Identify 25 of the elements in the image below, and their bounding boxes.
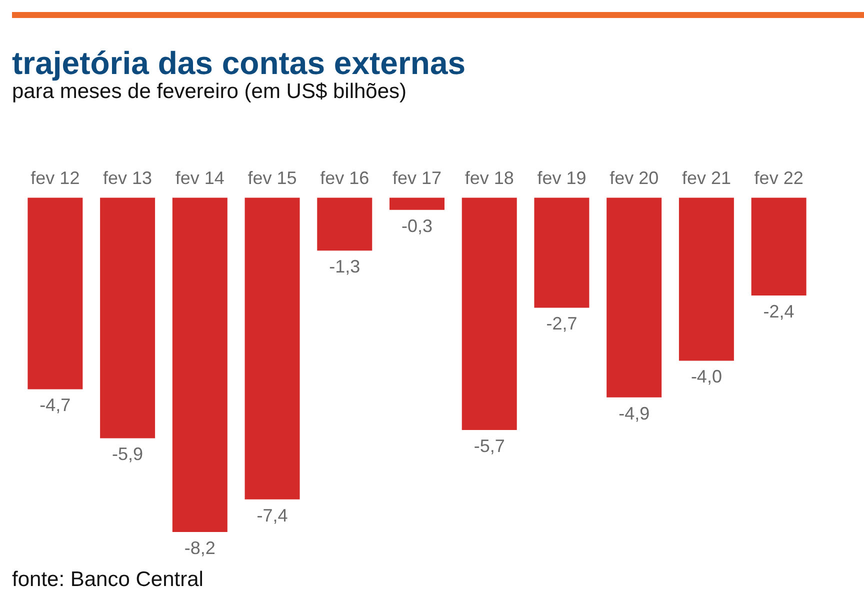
data-label: -4,9 bbox=[618, 403, 650, 424]
data-label: -7,4 bbox=[256, 505, 288, 526]
data-label: -2,7 bbox=[546, 314, 578, 334]
x-tick-label: fev 16 bbox=[320, 168, 370, 188]
data-label: -5,7 bbox=[474, 436, 505, 456]
x-tick-label: fev 12 bbox=[30, 168, 80, 188]
x-tick-label: fev 14 bbox=[175, 168, 224, 188]
data-label: -2,4 bbox=[763, 301, 794, 322]
data-label: -4,0 bbox=[690, 366, 722, 387]
x-tick-label: fev 19 bbox=[537, 168, 586, 188]
chart-subtitle: para meses de fevereiro (em US$ bilhões) bbox=[12, 80, 407, 103]
x-tick-label: fev 15 bbox=[248, 168, 297, 188]
x-tick-label: fev 20 bbox=[610, 168, 659, 188]
chart-title: trajetória das contas externas bbox=[12, 45, 466, 81]
x-tick-label: fev 21 bbox=[682, 168, 731, 188]
source-note: fonte: Banco Central bbox=[12, 568, 204, 591]
data-label: -8,2 bbox=[184, 538, 216, 558]
data-label: -1,3 bbox=[329, 256, 360, 277]
data-label: -4,7 bbox=[40, 395, 71, 416]
x-tick-label: fev 22 bbox=[754, 168, 804, 188]
x-tick-label: fev 18 bbox=[464, 168, 514, 188]
x-tick-label: fev 17 bbox=[392, 168, 442, 188]
data-label: -0,3 bbox=[401, 216, 433, 236]
x-tick-label: fev 13 bbox=[103, 168, 152, 188]
data-label: -5,9 bbox=[112, 444, 144, 464]
